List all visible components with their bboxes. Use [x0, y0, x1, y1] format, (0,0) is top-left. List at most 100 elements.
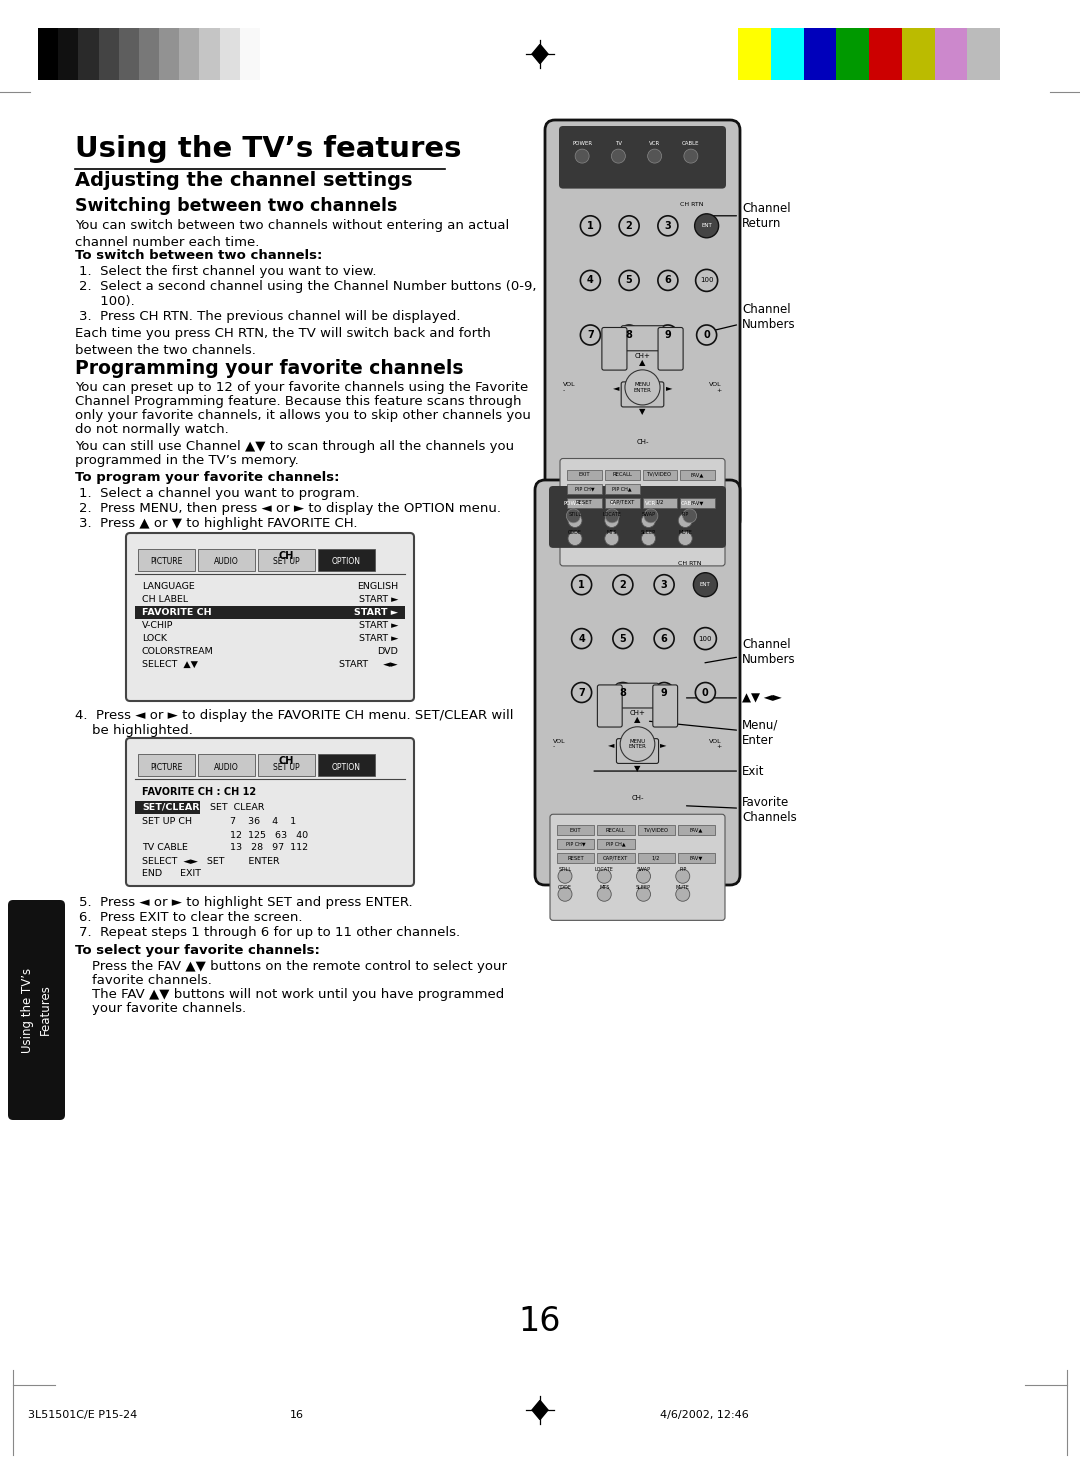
Circle shape [636, 870, 650, 883]
FancyBboxPatch shape [545, 120, 740, 529]
Text: 7    36    4    1: 7 36 4 1 [230, 818, 296, 827]
Text: START     ◄►: START ◄► [339, 660, 399, 669]
Text: ENGLISH: ENGLISH [356, 583, 399, 592]
Circle shape [644, 509, 658, 524]
Text: FAV▲: FAV▲ [690, 828, 703, 833]
Text: Using the TV’s
Features: Using the TV’s Features [21, 967, 52, 1053]
Text: 100).: 100). [79, 294, 135, 308]
Text: 3.  Press ▲ or ▼ to highlight FAVORITE CH.: 3. Press ▲ or ▼ to highlight FAVORITE CH… [79, 518, 357, 529]
Bar [605, 469, 639, 479]
Text: 2.  Select a second channel using the Channel Number buttons (0-9,: 2. Select a second channel using the Cha… [79, 280, 537, 293]
Text: To switch between two channels:: To switch between two channels: [75, 248, 322, 262]
Circle shape [654, 575, 674, 595]
Text: 3: 3 [661, 580, 667, 590]
Text: ▲: ▲ [634, 716, 640, 725]
Text: 3L51501C/E P15-24: 3L51501C/E P15-24 [28, 1409, 137, 1420]
Circle shape [658, 325, 678, 345]
Circle shape [654, 682, 674, 703]
Text: OPTION: OPTION [332, 558, 361, 566]
Text: 5.  Press ◄ or ► to highlight SET and press ENTER.: 5. Press ◄ or ► to highlight SET and pre… [79, 896, 413, 910]
FancyBboxPatch shape [561, 458, 725, 566]
Text: SET UP CH: SET UP CH [141, 818, 192, 827]
FancyBboxPatch shape [597, 685, 622, 728]
Text: CH RTN: CH RTN [677, 561, 701, 566]
Text: 7.  Repeat steps 1 through 6 for up to 11 other channels.: 7. Repeat steps 1 through 6 for up to 11… [79, 926, 460, 939]
Bar [258, 549, 315, 571]
Circle shape [580, 216, 600, 235]
Text: You can switch between two channels without entering an actual
channel number ea: You can switch between two channels with… [75, 219, 510, 248]
Text: 2.  Press MENU, then press ◄ or ► to display the OPTION menu.: 2. Press MENU, then press ◄ or ► to disp… [79, 501, 501, 515]
FancyBboxPatch shape [652, 685, 677, 728]
Text: ►: ► [665, 383, 672, 392]
Bar [119, 28, 139, 80]
Text: CAP/TEXT: CAP/TEXT [609, 500, 635, 504]
Text: 6: 6 [664, 275, 672, 285]
Circle shape [619, 271, 639, 290]
Circle shape [658, 271, 678, 290]
Text: 4.  Press ◄ or ► to display the FAVORITE CH menu. SET/CLEAR will: 4. Press ◄ or ► to display the FAVORITE … [75, 708, 513, 722]
Circle shape [580, 325, 600, 345]
Text: PIP CH▲: PIP CH▲ [612, 487, 632, 491]
Circle shape [648, 149, 662, 163]
Bar [804, 28, 836, 80]
Text: TV: TV [615, 141, 622, 146]
Bar [79, 28, 98, 80]
Text: SET  CLEAR: SET CLEAR [210, 803, 265, 812]
Text: 0: 0 [703, 330, 710, 340]
Bar [58, 28, 79, 80]
Bar [567, 497, 602, 507]
Circle shape [571, 575, 592, 595]
Circle shape [694, 627, 716, 649]
Bar [557, 825, 594, 836]
Text: programmed in the TV’s memory.: programmed in the TV’s memory. [75, 454, 299, 467]
FancyBboxPatch shape [621, 325, 664, 351]
Text: EXIT: EXIT [579, 472, 590, 478]
Text: 7: 7 [588, 330, 594, 340]
Text: 100: 100 [700, 278, 714, 284]
Text: 1/2: 1/2 [652, 856, 660, 861]
Circle shape [571, 682, 592, 703]
Text: VCR: VCR [649, 141, 660, 146]
Polygon shape [532, 44, 548, 64]
Circle shape [654, 629, 674, 649]
Text: Exit: Exit [594, 765, 765, 778]
Bar [643, 469, 677, 479]
Text: SLEEP: SLEEP [636, 886, 651, 890]
Text: END      EXIT: END EXIT [141, 870, 201, 879]
Circle shape [636, 887, 650, 901]
Text: MENU
ENTER: MENU ENTER [634, 382, 651, 393]
Text: You can still use Channel ▲▼ to scan through all the channels you: You can still use Channel ▲▼ to scan thr… [75, 439, 514, 453]
Bar [678, 825, 715, 836]
Text: 7: 7 [578, 688, 585, 698]
Text: MUTE: MUTE [678, 529, 692, 534]
Bar [934, 28, 968, 80]
Text: ▲▼ ◄►: ▲▼ ◄► [687, 691, 782, 704]
Circle shape [620, 726, 654, 762]
Text: 6.  Press EXIT to clear the screen.: 6. Press EXIT to clear the screen. [79, 911, 302, 924]
Bar [318, 549, 375, 571]
Text: FAVORITE CH : CH 12: FAVORITE CH : CH 12 [141, 787, 256, 797]
FancyBboxPatch shape [8, 901, 65, 1120]
Bar [637, 853, 675, 864]
Text: 4/6/2002, 12:46: 4/6/2002, 12:46 [660, 1409, 748, 1420]
Text: VCR: VCR [645, 501, 657, 506]
Text: FAVORITE CH: FAVORITE CH [141, 608, 212, 617]
Text: FAV▼: FAV▼ [690, 856, 703, 861]
Circle shape [576, 149, 589, 163]
Text: 1/2: 1/2 [656, 500, 664, 504]
Text: PIP CH▲: PIP CH▲ [606, 842, 625, 847]
Text: START ►: START ► [354, 608, 399, 617]
Text: STILL: STILL [558, 867, 571, 873]
Circle shape [612, 682, 633, 703]
Text: 16: 16 [518, 1304, 562, 1338]
Text: ENT: ENT [701, 223, 712, 228]
Circle shape [642, 513, 656, 528]
Circle shape [619, 325, 639, 345]
FancyBboxPatch shape [617, 683, 659, 708]
Text: AUDIO: AUDIO [214, 558, 239, 566]
Text: CH+: CH+ [630, 710, 646, 716]
Text: SLEEP: SLEEP [642, 529, 656, 534]
Circle shape [676, 870, 690, 883]
Circle shape [568, 531, 582, 546]
Text: Channel
Numbers: Channel Numbers [705, 637, 796, 666]
